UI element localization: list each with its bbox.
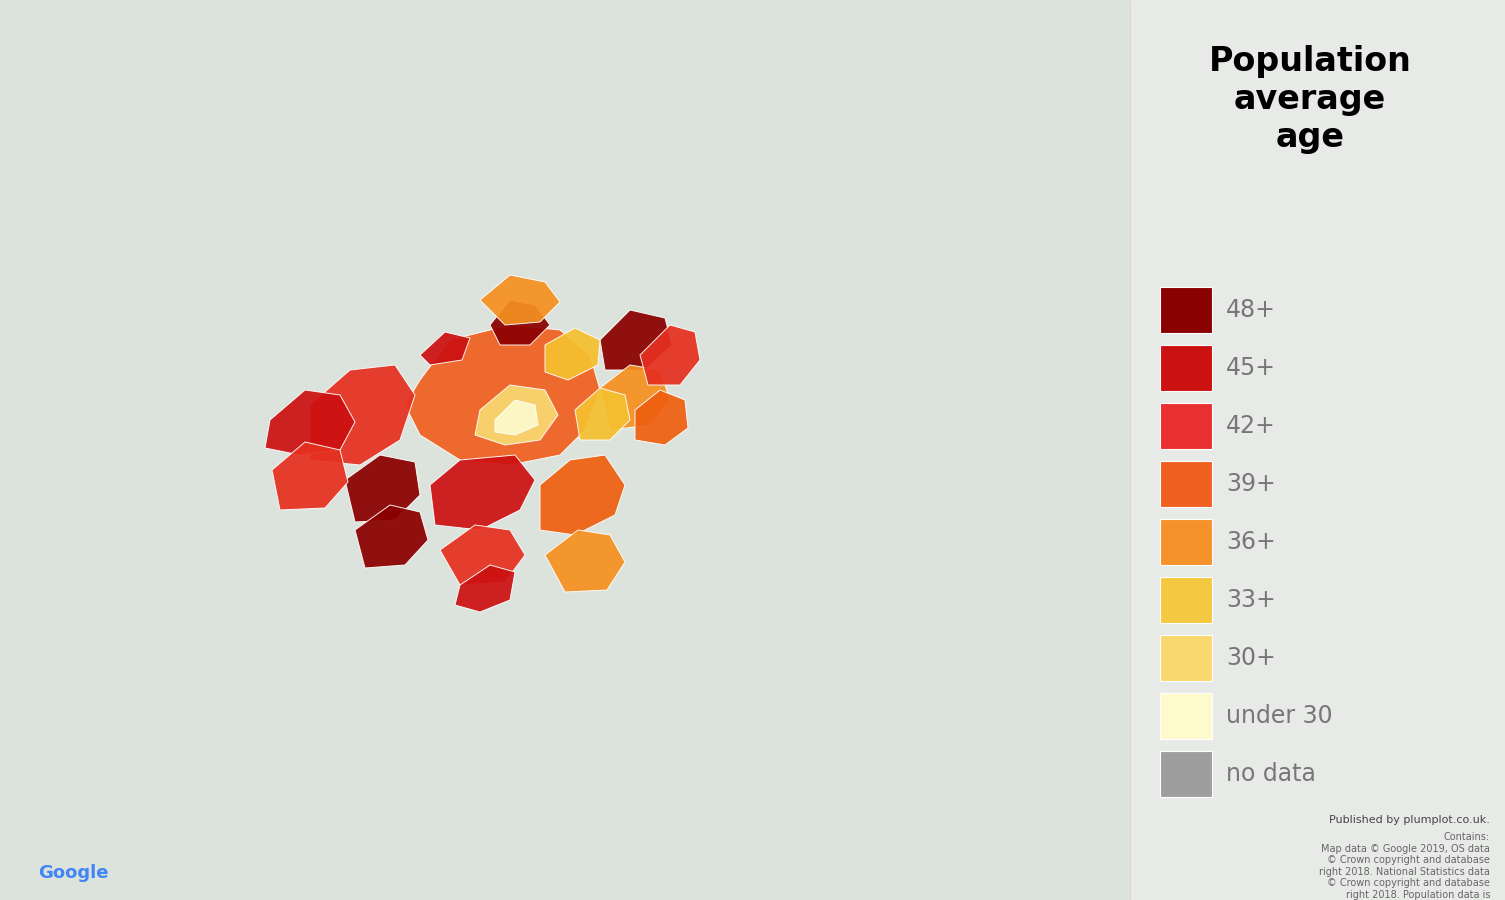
- Polygon shape: [600, 365, 670, 430]
- Polygon shape: [640, 325, 700, 385]
- Polygon shape: [495, 400, 537, 435]
- Polygon shape: [265, 390, 355, 455]
- Polygon shape: [310, 365, 415, 465]
- Polygon shape: [491, 300, 549, 345]
- Text: Population
average
age: Population average age: [1209, 45, 1412, 155]
- Bar: [1160, 577, 1212, 623]
- Bar: [1160, 519, 1212, 565]
- Bar: [1130, 0, 1505, 900]
- Polygon shape: [430, 455, 534, 530]
- Bar: [1160, 635, 1212, 681]
- Bar: [1160, 345, 1212, 391]
- Polygon shape: [455, 565, 515, 612]
- Bar: [1160, 287, 1212, 333]
- Bar: [1160, 461, 1212, 507]
- Polygon shape: [540, 455, 625, 535]
- Polygon shape: [476, 385, 558, 445]
- Text: 39+: 39+: [1227, 472, 1276, 496]
- Polygon shape: [575, 388, 631, 440]
- Text: Contains:
Map data © Google 2019, OS data
© Crown copyright and database
right 2: Contains: Map data © Google 2019, OS dat…: [1318, 832, 1490, 900]
- Polygon shape: [635, 390, 688, 445]
- Text: 42+: 42+: [1227, 414, 1276, 438]
- Text: 33+: 33+: [1227, 588, 1276, 612]
- Text: 45+: 45+: [1227, 356, 1276, 380]
- Polygon shape: [355, 505, 427, 568]
- Polygon shape: [545, 328, 600, 380]
- Polygon shape: [480, 275, 560, 325]
- Text: no data: no data: [1227, 762, 1315, 786]
- Text: 48+: 48+: [1227, 298, 1276, 322]
- Text: 30+: 30+: [1227, 646, 1276, 670]
- Bar: [1160, 693, 1212, 739]
- Polygon shape: [439, 525, 525, 585]
- Text: under 30: under 30: [1227, 704, 1332, 728]
- Polygon shape: [345, 455, 420, 522]
- Polygon shape: [545, 530, 625, 592]
- Bar: [1160, 751, 1212, 797]
- Bar: [1160, 403, 1212, 449]
- Bar: [0, 0, 1130, 900]
- Polygon shape: [600, 310, 673, 370]
- Polygon shape: [272, 442, 348, 510]
- Text: Published by plumplot.co.uk.: Published by plumplot.co.uk.: [1329, 815, 1490, 825]
- Text: 36+: 36+: [1227, 530, 1276, 554]
- Polygon shape: [420, 332, 470, 365]
- Text: Google: Google: [38, 864, 108, 882]
- Polygon shape: [405, 325, 600, 465]
